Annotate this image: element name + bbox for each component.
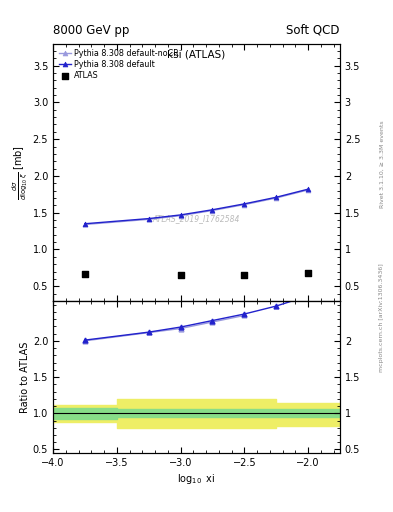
Pythia 8.308 default-noCR bbox=[306, 187, 310, 193]
Line: Pythia 8.308 default-noCR: Pythia 8.308 default-noCR bbox=[83, 187, 310, 227]
Pythia 8.308 default-noCR bbox=[178, 212, 183, 219]
Line: Pythia 8.308 default: Pythia 8.308 default bbox=[83, 187, 310, 226]
Pythia 8.308 default-noCR bbox=[146, 216, 151, 222]
ATLAS bbox=[241, 271, 248, 280]
ATLAS bbox=[177, 271, 184, 280]
Pythia 8.308 default-noCR bbox=[242, 202, 247, 208]
Pythia 8.308 default bbox=[306, 186, 310, 192]
Text: mcplots.cern.ch [arXiv:1306.3436]: mcplots.cern.ch [arXiv:1306.3436] bbox=[380, 263, 384, 372]
Text: ksi (ATLAS): ksi (ATLAS) bbox=[167, 50, 226, 60]
Pythia 8.308 default bbox=[242, 201, 247, 207]
Text: Rivet 3.1.10, ≥ 3.3M events: Rivet 3.1.10, ≥ 3.3M events bbox=[380, 120, 384, 208]
Legend: Pythia 8.308 default-noCR, Pythia 8.308 default, ATLAS: Pythia 8.308 default-noCR, Pythia 8.308 … bbox=[57, 48, 180, 82]
Pythia 8.308 default-noCR bbox=[274, 195, 279, 201]
Pythia 8.308 default bbox=[146, 216, 151, 222]
Pythia 8.308 default bbox=[178, 212, 183, 218]
Text: 8000 GeV pp: 8000 GeV pp bbox=[53, 24, 129, 37]
Y-axis label: Ratio to ATLAS: Ratio to ATLAS bbox=[20, 342, 30, 413]
Pythia 8.308 default bbox=[274, 194, 279, 200]
Pythia 8.308 default bbox=[210, 207, 215, 213]
Pythia 8.308 default bbox=[83, 221, 87, 227]
ATLAS bbox=[305, 269, 311, 277]
Pythia 8.308 default-noCR bbox=[83, 221, 87, 227]
Y-axis label: $\frac{d\sigma}{d\log_{10}\xi}$ [mb]: $\frac{d\sigma}{d\log_{10}\xi}$ [mb] bbox=[11, 145, 30, 200]
Text: ATLAS_2019_I1762584: ATLAS_2019_I1762584 bbox=[153, 214, 240, 223]
X-axis label: $\log_{10}$ xi: $\log_{10}$ xi bbox=[177, 472, 216, 486]
ATLAS bbox=[82, 270, 88, 278]
Pythia 8.308 default-noCR bbox=[210, 207, 215, 214]
Text: Soft QCD: Soft QCD bbox=[286, 24, 340, 37]
